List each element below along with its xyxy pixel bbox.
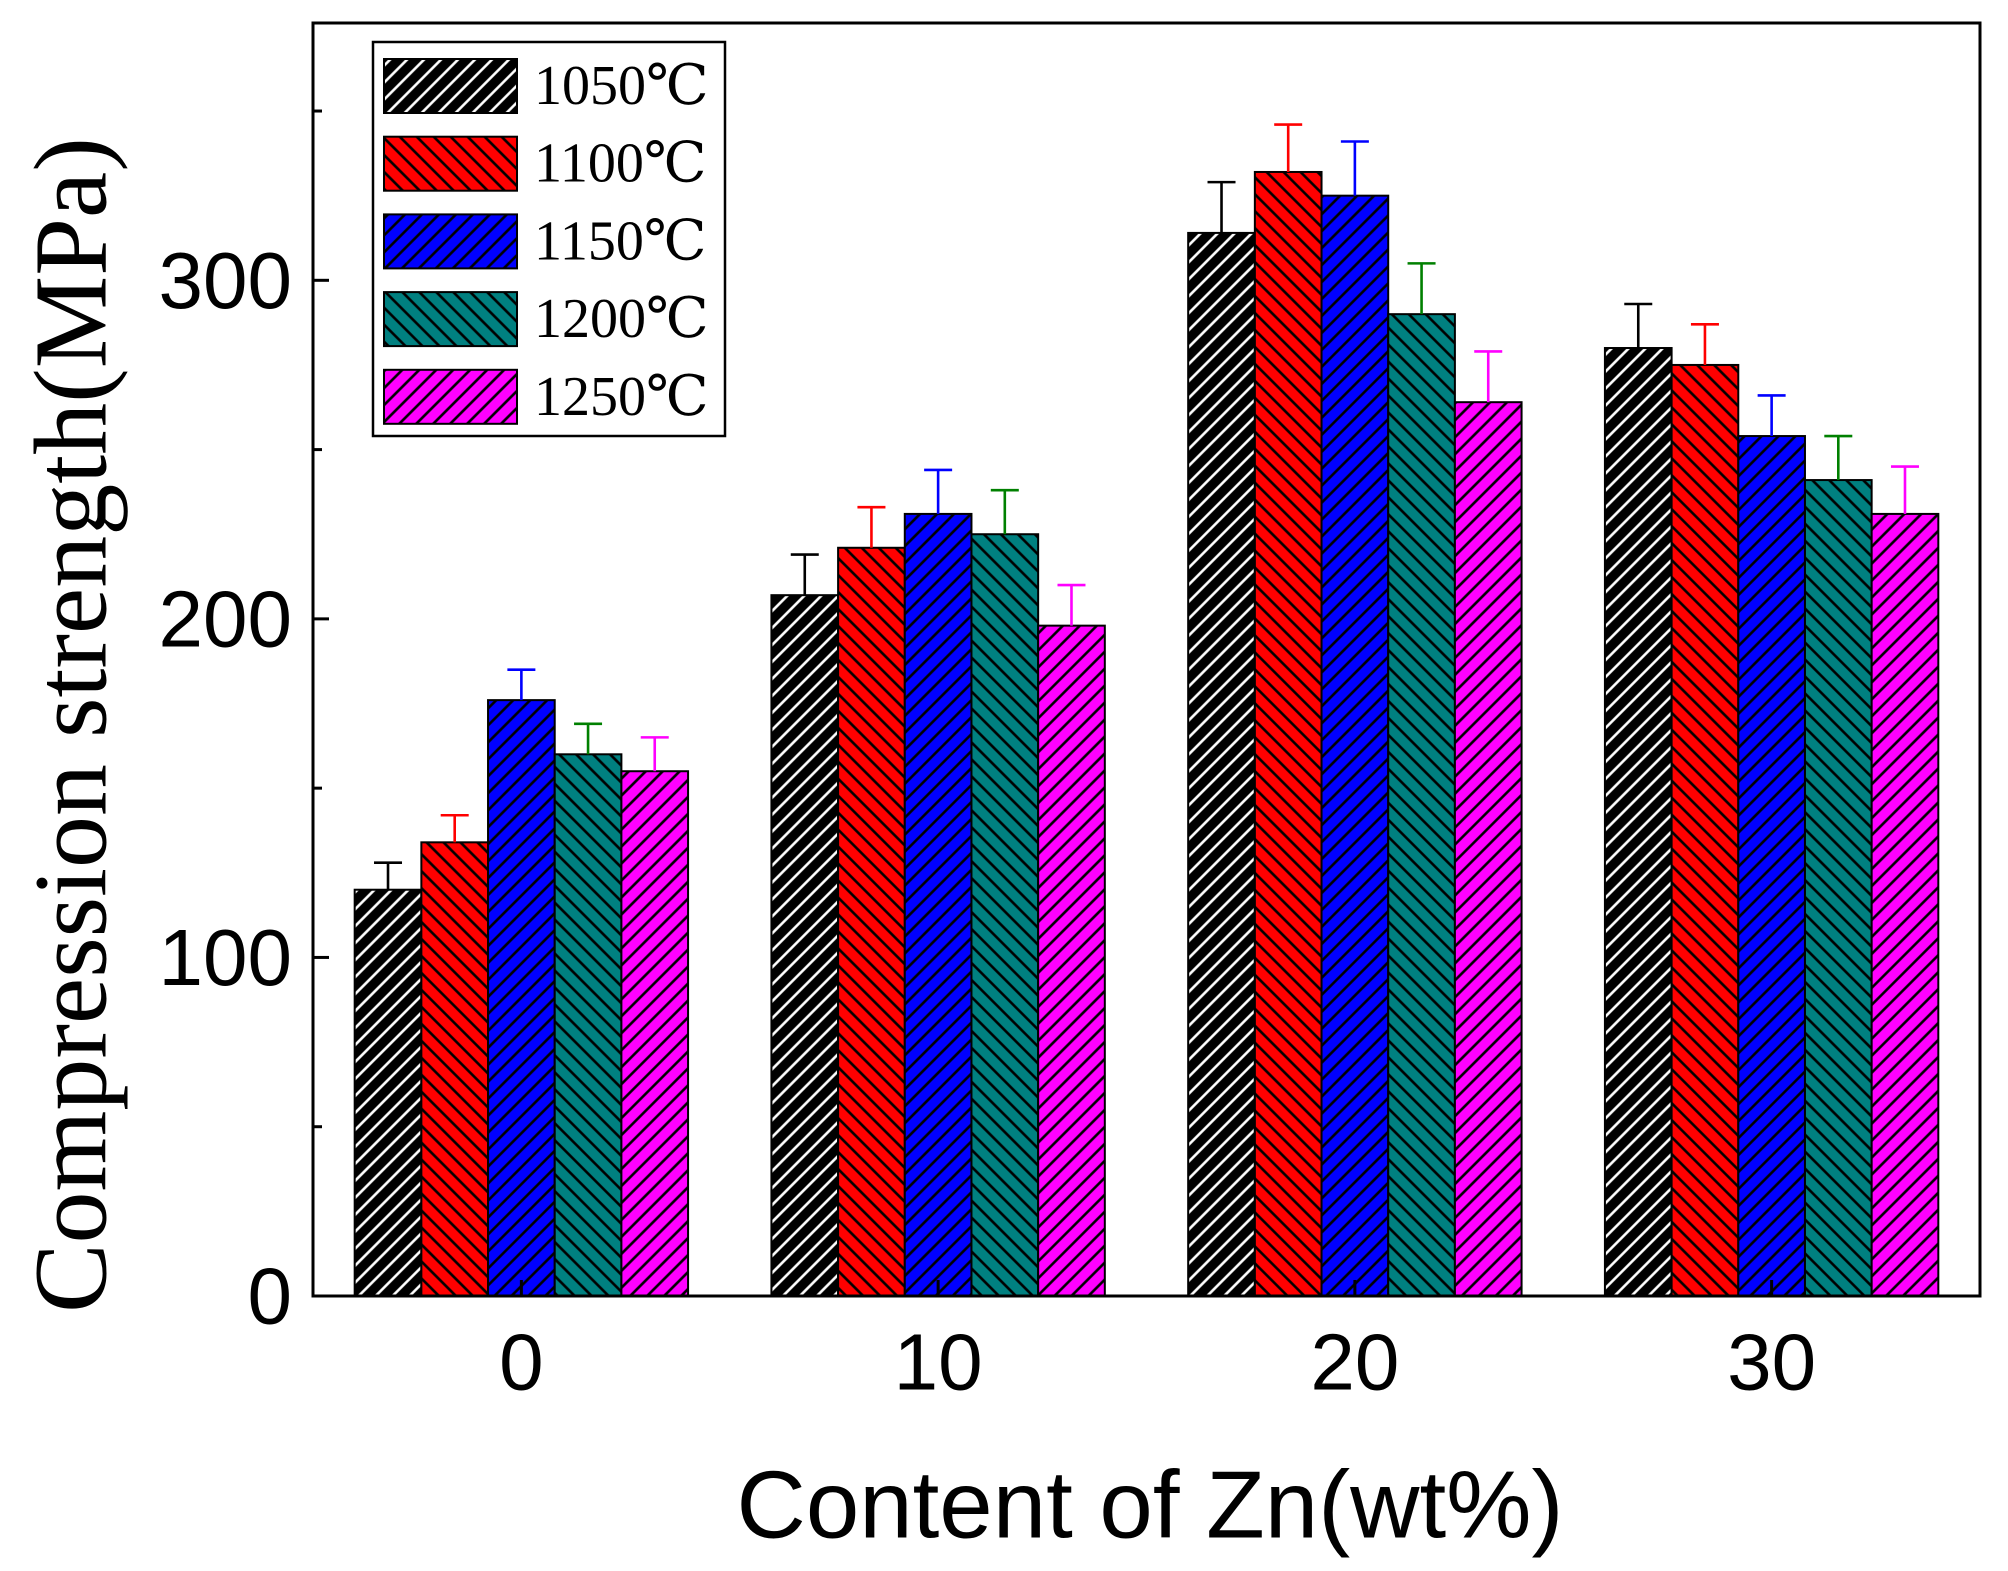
legend-swatch-1200: [383, 291, 518, 348]
error-bar-1250c-zn-10: [1057, 583, 1086, 626]
legend: 1050℃ 1100℃ 1150℃ 1200℃ 1250℃: [371, 40, 727, 438]
error-bar-1200c-zn-30: [1824, 434, 1853, 481]
error-bar-1150c-zn-10: [924, 468, 953, 514]
error-bar-1200c-zn-10: [990, 488, 1019, 535]
legend-label-1050: 1050℃: [534, 55, 709, 117]
bar-1200c-zn-20: [1387, 313, 1456, 1297]
legend-label-1100: 1100℃: [534, 133, 707, 195]
bar-1050c-zn-20: [1187, 231, 1256, 1298]
x-tick-label-0: 0: [499, 1318, 544, 1407]
bar-1150c-zn-0: [487, 699, 556, 1297]
bar-1200c-zn-10: [970, 533, 1040, 1297]
error-bar-1050c-zn-10: [790, 553, 819, 596]
error-bar-1100c-zn-0: [440, 813, 469, 843]
bar-1100c-zn-20: [1253, 170, 1323, 1297]
legend-swatch-1150: [383, 213, 518, 270]
bar-1200c-zn-0: [553, 753, 623, 1297]
error-bar-1250c-zn-0: [640, 736, 669, 772]
bar-1050c-zn-0: [353, 888, 423, 1297]
error-bar-1250c-zn-30: [1890, 465, 1919, 514]
legend-swatch-1250: [383, 368, 518, 425]
bar-1050c-zn-10: [770, 594, 840, 1297]
axis-ticks: 0 100 200 300 0 10 20 30: [159, 109, 1816, 1407]
legend-item-1150: 1150℃: [383, 210, 707, 272]
legend-swatch-1050: [383, 58, 518, 114]
bar-1250c-zn-0: [620, 770, 690, 1297]
error-bar-1100c-zn-10: [857, 505, 886, 548]
x-tick-label-20: 20: [1310, 1318, 1399, 1407]
bar-1150c-zn-10: [903, 512, 973, 1297]
error-bar-1050c-zn-0: [374, 861, 403, 890]
legend-swatch-1100: [383, 135, 518, 192]
y-tick-label-300: 300: [159, 236, 292, 325]
bars-layer: [353, 170, 1940, 1298]
error-bar-1200c-zn-0: [574, 722, 603, 755]
bar-1150c-zn-30: [1737, 435, 1806, 1298]
bar-1200c-zn-30: [1803, 479, 1873, 1297]
error-bar-1050c-zn-30: [1624, 302, 1653, 349]
legend-item-1250: 1250℃: [383, 366, 709, 428]
bar-1250c-zn-20: [1453, 401, 1523, 1298]
legend-item-1050: 1050℃: [383, 55, 709, 117]
bar-1100c-zn-10: [837, 546, 906, 1297]
y-tick-label-100: 100: [159, 913, 292, 1002]
error-bar-1150c-zn-0: [507, 668, 536, 701]
bar-1250c-zn-30: [1870, 512, 1940, 1297]
error-bars-layer: [374, 123, 1919, 890]
x-tick-label-30: 30: [1727, 1318, 1816, 1407]
error-bar-1200c-zn-20: [1407, 262, 1436, 315]
bar-1150c-zn-20: [1320, 194, 1390, 1297]
error-bar-1250c-zn-20: [1474, 350, 1503, 403]
x-axis-label: Content of Zn(wt%): [737, 1452, 1564, 1559]
error-bar-1100c-zn-30: [1690, 323, 1719, 365]
error-bar-1150c-zn-30: [1757, 394, 1786, 437]
legend-label-1150: 1150℃: [534, 210, 707, 272]
plot-frame: [311, 21, 1982, 1298]
y-axis-label: Compression strength(MPa): [14, 137, 129, 1313]
bar-1250c-zn-10: [1037, 624, 1106, 1297]
bar-1100c-zn-0: [420, 841, 490, 1297]
x-tick-label-10: 10: [894, 1318, 983, 1407]
legend-item-1100: 1100℃: [383, 133, 707, 195]
y-tick-label-200: 200: [159, 574, 292, 663]
legend-label-1200: 1200℃: [534, 288, 709, 350]
legend-label-1250: 1250℃: [534, 366, 709, 428]
error-bar-1100c-zn-20: [1274, 123, 1303, 172]
bar-1050c-zn-30: [1603, 347, 1673, 1297]
legend-item-1200: 1200℃: [383, 288, 709, 350]
error-bar-1150c-zn-20: [1340, 140, 1369, 196]
bar-1100c-zn-30: [1670, 363, 1740, 1297]
y-tick-label-0: 0: [248, 1252, 293, 1341]
error-bar-1050c-zn-20: [1207, 180, 1236, 233]
